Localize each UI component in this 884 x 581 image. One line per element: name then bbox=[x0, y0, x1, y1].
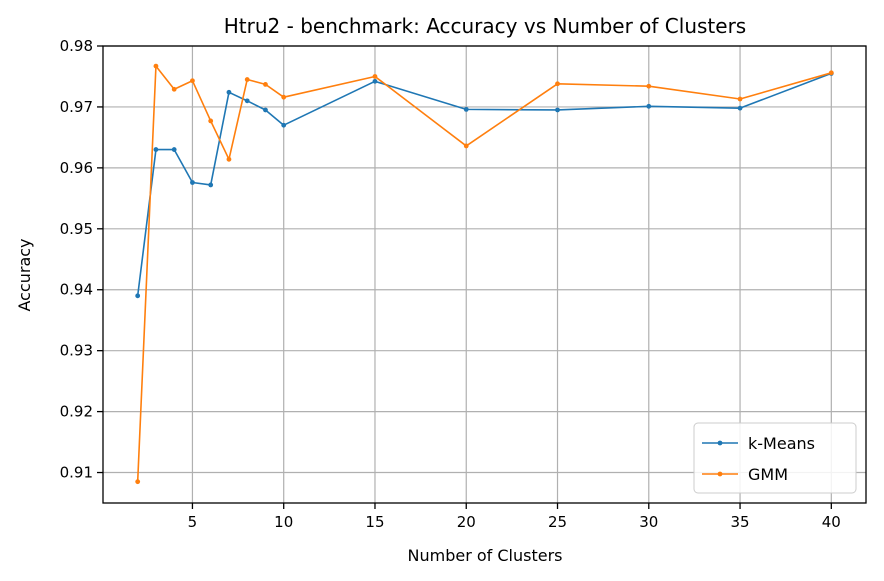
x-tick-label: 20 bbox=[457, 513, 476, 531]
chart-title: Htru2 - benchmark: Accuracy vs Number of… bbox=[224, 14, 746, 38]
data-point bbox=[737, 105, 743, 111]
series-k-means bbox=[135, 71, 834, 299]
data-point bbox=[828, 70, 834, 76]
y-tick-label: 0.95 bbox=[60, 220, 93, 238]
data-point bbox=[555, 81, 560, 87]
data-point bbox=[171, 147, 177, 152]
x-tick-label: 35 bbox=[731, 513, 750, 531]
series-gmm bbox=[135, 63, 834, 485]
legend: k-Means GMM bbox=[693, 422, 857, 494]
legend-label: GMM bbox=[748, 465, 788, 484]
data-point bbox=[263, 107, 268, 113]
data-point bbox=[226, 156, 232, 162]
legend-marker bbox=[717, 440, 723, 446]
y-tick-label: 0.94 bbox=[60, 281, 93, 299]
data-point bbox=[244, 77, 250, 82]
data-point bbox=[208, 118, 214, 124]
grid bbox=[103, 45, 866, 503]
data-point bbox=[646, 103, 652, 109]
data-point bbox=[281, 122, 287, 128]
data-point bbox=[555, 107, 560, 113]
y-tick-label: 0.91 bbox=[60, 464, 93, 482]
plot-frame bbox=[102, 45, 867, 504]
data-point bbox=[208, 182, 214, 188]
data-point bbox=[463, 106, 469, 112]
data-point bbox=[646, 83, 652, 89]
data-point bbox=[226, 89, 232, 95]
data-point bbox=[737, 96, 743, 102]
data-point bbox=[190, 78, 195, 84]
legend-marker bbox=[717, 471, 723, 477]
data-point bbox=[463, 143, 469, 149]
x-tick-label: 10 bbox=[274, 513, 293, 531]
data-point bbox=[372, 78, 378, 84]
x-axis-label: Number of Clusters bbox=[408, 546, 563, 565]
x-tick-label: 5 bbox=[188, 513, 198, 531]
y-axis-ticks: 0.91 0.92 0.93 0.94 0.95 0.96 0.97 0.98 bbox=[60, 37, 103, 482]
data-point bbox=[281, 94, 287, 100]
data-point bbox=[263, 81, 268, 87]
data-point bbox=[153, 63, 159, 69]
y-axis-label: Accuracy bbox=[15, 238, 34, 311]
x-tick-label: 40 bbox=[822, 513, 841, 531]
legend-label: k-Means bbox=[748, 434, 815, 453]
y-tick-label: 0.97 bbox=[60, 98, 93, 116]
y-tick-label: 0.96 bbox=[60, 159, 93, 177]
data-point bbox=[135, 293, 141, 299]
y-tick-label: 0.93 bbox=[60, 342, 93, 360]
data-point bbox=[372, 74, 378, 79]
data-point bbox=[135, 479, 141, 485]
data-point bbox=[244, 98, 250, 104]
x-axis-ticks: 5 10 15 20 25 30 35 40 bbox=[188, 503, 841, 531]
x-tick-label: 25 bbox=[548, 513, 567, 531]
data-point bbox=[171, 86, 177, 92]
x-tick-label: 30 bbox=[639, 513, 658, 531]
legend-box bbox=[693, 422, 857, 494]
data-point bbox=[190, 180, 195, 185]
data-point bbox=[153, 147, 159, 152]
series-layer bbox=[135, 63, 834, 485]
x-tick-label: 15 bbox=[365, 513, 384, 531]
y-tick-label: 0.98 bbox=[60, 37, 93, 55]
y-tick-label: 0.92 bbox=[60, 403, 93, 421]
